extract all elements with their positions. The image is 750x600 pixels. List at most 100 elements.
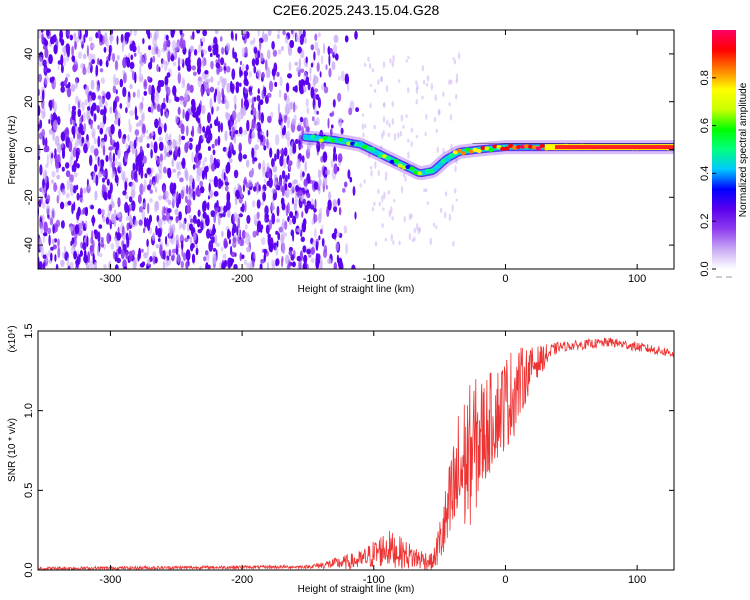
noise-cell (50, 43, 53, 48)
noise-cell (300, 236, 305, 243)
noise-cell (281, 186, 286, 195)
noise-cell (102, 123, 105, 128)
noise-cell (304, 63, 309, 68)
noise-cell (275, 134, 280, 146)
noise-cell (208, 178, 213, 183)
noise-cell (42, 213, 45, 226)
noise-cell (397, 79, 401, 83)
noise-cell (224, 185, 229, 192)
noise-cell (111, 213, 115, 221)
noise-cell (165, 111, 169, 120)
noise-cell (209, 189, 214, 199)
noise-cell (128, 123, 132, 133)
signal-cell (429, 168, 435, 173)
noise-cell (292, 119, 297, 126)
noise-cell (450, 79, 453, 85)
noise-cell (72, 64, 77, 73)
signal-cell (520, 144, 526, 149)
noise-cell (404, 175, 407, 182)
noise-cell (263, 145, 267, 151)
noise-cell (382, 61, 386, 69)
noise-cell (287, 154, 290, 161)
noise-cell (435, 128, 438, 133)
noise-cell (99, 34, 103, 43)
noise-cell (90, 204, 94, 210)
noise-cell (238, 213, 243, 218)
noise-cell (89, 119, 94, 125)
noise-cell (314, 228, 317, 239)
noise-cell (179, 177, 184, 183)
noise-cell (39, 164, 43, 176)
noise-cell (99, 96, 104, 108)
noise-cell (91, 43, 95, 49)
noise-cell (371, 207, 375, 212)
noise-cell (87, 106, 91, 111)
noise-cell (407, 87, 410, 94)
noise-cell (245, 64, 249, 71)
noise-cell (88, 63, 91, 69)
noise-cell (153, 141, 158, 154)
noise-cell (337, 117, 343, 127)
noise-cell (72, 185, 77, 194)
noise-cell (171, 40, 177, 51)
noise-cell (408, 233, 412, 241)
noise-cell (105, 216, 109, 225)
noise-cell (279, 76, 283, 87)
noise-cell (126, 222, 130, 231)
noise-cell (408, 213, 412, 221)
noise-cell (410, 141, 413, 147)
noise-cell (226, 191, 231, 203)
noise-cell (354, 30, 358, 40)
noise-cell (209, 98, 213, 110)
noise-cell (67, 82, 71, 89)
signal-cell (405, 165, 411, 169)
noise-cell (313, 181, 319, 190)
noise-cell (91, 216, 96, 224)
noise-cell (162, 59, 166, 65)
noise-cell (197, 66, 201, 75)
noise-cell (91, 102, 97, 112)
signal-band-inner (554, 145, 674, 150)
noise-cell (172, 85, 177, 96)
noise-cell (139, 65, 142, 75)
noise-cell (233, 169, 239, 179)
noise-cell (114, 103, 117, 109)
noise-cell (181, 240, 184, 251)
noise-cell (344, 35, 349, 43)
noise-cell (79, 197, 84, 203)
noise-cell (60, 220, 65, 229)
noise-cell (277, 49, 282, 55)
noise-cell (51, 207, 56, 220)
noise-cell (306, 200, 312, 207)
noise-cell (144, 217, 147, 228)
noise-cell (320, 55, 324, 65)
noise-cell (46, 30, 50, 37)
noise-cell (425, 188, 428, 193)
noise-cell (337, 92, 342, 102)
noise-cell (232, 47, 235, 59)
noise-cell (294, 61, 299, 66)
noise-cell (248, 71, 252, 78)
noise-cell (139, 145, 143, 153)
noise-cell (282, 157, 287, 170)
noise-cell (363, 179, 366, 184)
noise-cell (317, 48, 321, 56)
x-tick-label: -300 (99, 574, 121, 586)
noise-cell (53, 44, 58, 55)
noise-cell (370, 170, 373, 177)
noise-cell (132, 259, 137, 269)
noise-cell (259, 99, 264, 105)
noise-cell (301, 49, 305, 59)
noise-cell (432, 222, 436, 227)
noise-cell (374, 240, 378, 247)
noise-cell (104, 195, 108, 201)
noise-cell (158, 195, 163, 201)
noise-cell (74, 59, 78, 64)
noise-cell (377, 79, 380, 85)
noise-cell (129, 83, 133, 90)
signal-cell (401, 165, 407, 170)
noise-cell (138, 247, 142, 260)
noise-cell (238, 126, 243, 135)
noise-cell (93, 261, 97, 269)
snr-series-line (38, 337, 674, 570)
